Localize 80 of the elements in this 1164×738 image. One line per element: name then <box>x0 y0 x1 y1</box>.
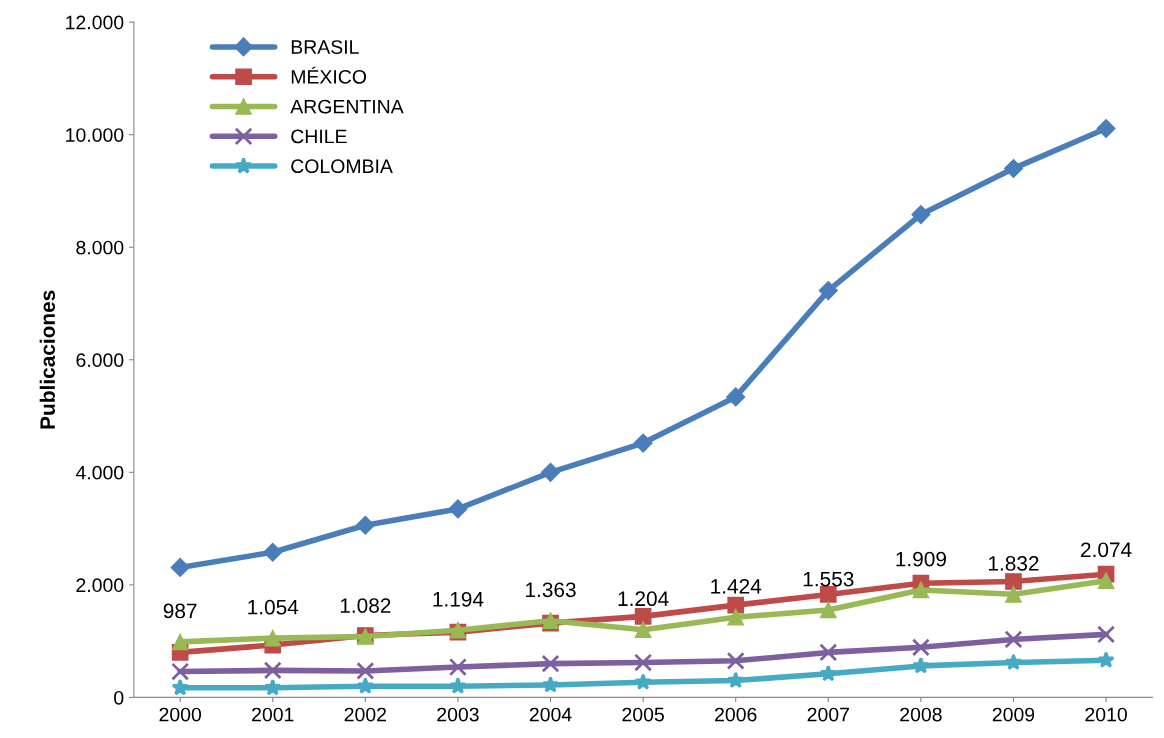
x-tick-label: 2004 <box>529 707 572 722</box>
point <box>911 638 930 657</box>
y-tick-label: 6.000 <box>76 353 124 368</box>
data-label: 1.909 <box>896 551 946 567</box>
point <box>911 205 931 225</box>
point <box>263 542 283 562</box>
data-label: 1.082 <box>340 598 391 613</box>
x-tick-label: 2008 <box>900 707 942 722</box>
point <box>449 677 467 694</box>
x-tick-label: 2007 <box>807 707 849 722</box>
point <box>819 586 837 603</box>
x-tick-label: 2005 <box>622 707 664 722</box>
point <box>634 673 652 690</box>
point <box>264 678 282 696</box>
data-label: 987 <box>163 603 197 619</box>
y-tick-label: 10.000 <box>66 128 124 142</box>
point <box>448 657 467 677</box>
legend-label: CHILE <box>291 129 347 144</box>
point <box>1097 625 1116 644</box>
point <box>1005 573 1022 590</box>
point <box>726 387 746 407</box>
point <box>912 656 930 674</box>
point <box>634 621 652 638</box>
point <box>818 281 838 301</box>
point <box>355 515 375 535</box>
y-tick-label: 8.000 <box>76 240 124 255</box>
x-tick-label: 2009 <box>992 707 1035 722</box>
data-label: 1.194 <box>433 591 484 607</box>
point <box>819 664 837 682</box>
point <box>727 596 745 614</box>
point <box>819 643 838 662</box>
point <box>171 678 189 696</box>
point <box>726 651 745 670</box>
point <box>1097 651 1115 668</box>
point <box>727 608 745 626</box>
point <box>634 608 652 625</box>
x-tick-label: 2006 <box>715 707 757 722</box>
point <box>540 462 561 482</box>
point <box>264 629 282 647</box>
point <box>356 661 375 680</box>
point <box>448 499 468 519</box>
x-tick-label: 2000 <box>159 707 202 722</box>
point <box>912 581 930 599</box>
point <box>171 633 189 651</box>
y-tick-label: 12.000 <box>66 15 124 30</box>
x-tick-label: 2010 <box>1085 707 1127 722</box>
data-label: 1.832 <box>989 556 1039 571</box>
point <box>170 557 190 577</box>
x-tick-label: 2003 <box>437 707 479 722</box>
legend-label: BRASIL <box>291 40 359 54</box>
y-tick-label: 2.000 <box>76 578 124 593</box>
legend-label: COLOMBIA <box>291 159 393 174</box>
point <box>633 433 653 453</box>
x-tick-label: 2002 <box>344 707 386 722</box>
y-axis-title: Publicaciones <box>39 290 55 429</box>
point <box>541 654 560 673</box>
x-tick-label: 2001 <box>252 707 294 722</box>
point <box>1005 585 1022 603</box>
point <box>634 653 653 672</box>
point <box>263 661 282 680</box>
point <box>1004 653 1023 671</box>
data-label: 1.204 <box>618 591 669 607</box>
legend-label: MÉXICO <box>291 66 367 84</box>
point <box>356 677 374 694</box>
point <box>1004 630 1023 649</box>
y-tick-label: 0 <box>114 690 124 705</box>
data-label: 1.424 <box>711 578 762 594</box>
point <box>1003 158 1024 178</box>
point <box>541 676 560 693</box>
point <box>819 601 837 619</box>
point <box>727 671 745 689</box>
data-label: 2.074 <box>1081 542 1132 558</box>
legend-label: ARGENTINA <box>290 99 404 114</box>
point <box>171 662 190 681</box>
data-label: 1.054 <box>248 599 299 615</box>
point <box>1097 572 1115 590</box>
data-label: 1.553 <box>803 571 854 587</box>
data-label: 1.363 <box>526 582 576 598</box>
y-tick-label: 4.000 <box>75 465 124 480</box>
point <box>1096 118 1116 139</box>
